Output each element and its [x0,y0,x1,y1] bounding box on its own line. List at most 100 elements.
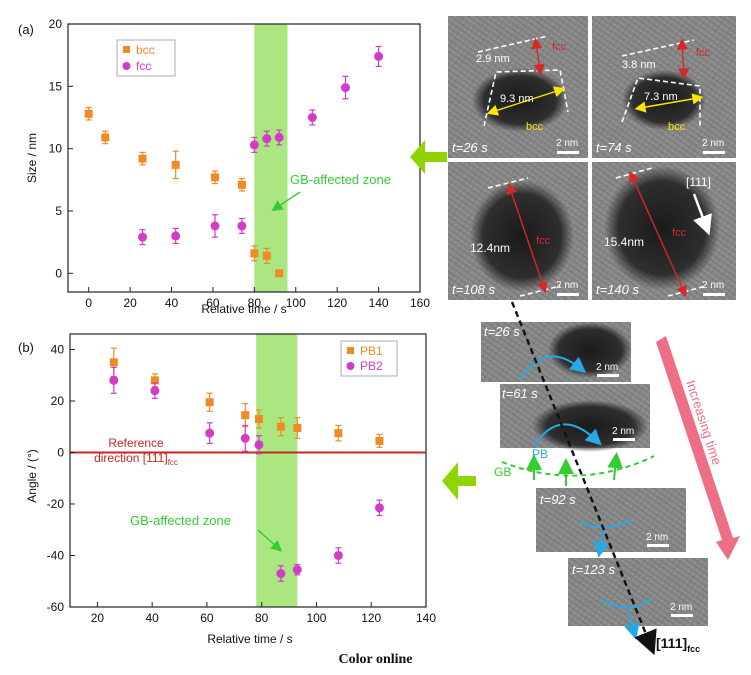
axis-ticks-a: 0 20 40 60 80 100 120 140 160 0 5 10 15 20 [49,17,431,310]
point-a-fcc-3 [237,221,247,231]
legend-label-pb1: PB1 [360,344,383,358]
axis-ticks-b: 20 40 60 80 100 120 140 -60 -40 -20 0 20 40 [47,342,437,625]
point-a-fcc-4 [249,140,259,150]
chart-b: (b) Reference direction [111]fcc 20 40 60 8… [18,333,437,646]
x-tick-label-b-40: 40 [145,611,159,625]
x-axis-label-a: Relative time / s [201,302,286,316]
micrograph-a-2-phase-top: fcc [696,47,711,59]
x-tick-label-a-20: 20 [123,296,137,310]
point-a-fcc-6 [274,132,284,142]
point-a-fcc-8 [340,83,350,93]
legend-marker-pb1 [347,347,354,354]
y-tick-label-a-5: 5 [55,204,62,218]
micrograph-a-2-width-top: 3.8 nm [622,59,656,71]
micrograph-a-4-direction: [111] [686,175,711,189]
x-tick-label-b-120: 120 [361,611,381,625]
point-a-fcc-1 [171,231,181,241]
point-a-bcc-1 [101,133,110,142]
gb-zone-pointer-b [257,529,283,552]
point-b-PB1-2 [205,398,214,407]
micrograph-a-1-time: t=26 s [452,140,488,155]
micrograph-b-2-scale: 2 nm [612,426,634,437]
direction-path-arrow [510,301,657,656]
panel-label-a: (a) [18,22,34,37]
x-tick-label-b-60: 60 [200,611,214,625]
x-tick-label-a-60: 60 [206,296,220,310]
y-tick-label-a-15: 15 [49,79,63,93]
point-b-PB1-0 [109,358,118,367]
gb-zone-label-a: GB-affected zone [290,172,391,187]
legend-marker-pb2 [346,362,355,370]
point-b-PB2-2 [205,428,215,438]
gb-curve [501,455,655,477]
point-b-PB1-8 [375,436,384,445]
point-b-PB1-4 [254,414,263,423]
y-tick-label-a-10: 10 [49,142,63,156]
y-tick-label-a-0: 0 [55,266,62,280]
legend-marker-fcc [122,62,131,70]
x-tick-label-a-0: 0 [85,296,92,310]
micrograph-a-4-scale: 2 nm [702,280,724,291]
gb-zone-a [254,24,288,292]
point-a-bcc-3 [171,160,180,169]
micrograph-b-4-scale: 2 nm [670,602,692,613]
micrograph-a-1-width-top: 2.9 nm [476,53,510,65]
micrograph-a-1-width-bcc: 9.3 nm [500,93,534,105]
point-a-bcc-6 [250,249,259,258]
y-axis-label-b: Angle / (°) [25,449,39,502]
micrograph-a-1-phase-bcc: bcc [526,121,544,133]
chart-a: (a) 0 20 40 60 80 100 120 140 160 0 5 10 15 20 Relati… [18,17,430,316]
point-b-PB2-6 [292,565,302,575]
y-tick-label-b--20: -20 [47,497,65,511]
point-b-PB2-4 [254,440,264,450]
micrographs-b: t=26 s 2 nm t=61 s 2 nm t=92 s 2 nm t=12… [481,301,740,656]
point-a-bcc-5 [237,180,246,189]
micrograph-a-1-scale: 2 nm [556,138,578,149]
increasing-time-arrow [656,336,740,560]
point-b-PB2-1 [150,386,160,396]
point-b-PB2-7 [333,550,343,560]
legend-label-fcc: fcc [136,59,151,73]
micrograph-b-2-time: t=61 s [502,386,538,401]
gb-zone-b [256,334,298,607]
micrograph-a-3: 12.4nm fcc t=108 s 2 nm [448,162,588,300]
y-tick-label-b--40: -40 [47,548,65,562]
micrograph-a-4-phase: fcc [672,227,687,239]
micrograph-b-2: t=61 s 2 nm [500,384,650,452]
x-tick-label-a-80: 80 [248,296,262,310]
micrograph-a-2-width-bcc: 7.3 nm [644,91,678,103]
direction-arrow-icon [692,193,712,236]
point-a-bcc-2 [138,154,147,163]
micrograph-b-3-scale: 2 nm [646,532,668,543]
plot-frame-a [67,23,421,293]
y-tick-label-b-20: 20 [51,394,65,408]
gb-label: GB [494,465,511,479]
micrograph-b-3-time: t=92 s [540,492,576,507]
micrograph-b-1: t=26 s 2 nm [481,322,632,382]
point-b-PB1-6 [293,424,302,433]
micrograph-a-3-phase: fcc [536,235,551,247]
micrograph-b-4: t=123 s 2 nm [568,558,708,640]
micrograph-a-1-phase-top: fcc [552,41,567,53]
point-a-bcc-8 [275,269,284,278]
micrograph-a-3-scale: 2 nm [556,280,578,291]
legend-a: bcc fcc [116,39,176,77]
x-tick-label-b-80: 80 [255,611,269,625]
data-marks-b [109,347,384,582]
green-arrow-a [410,140,447,174]
point-a-bcc-4 [211,173,220,182]
point-b-PB2-0 [109,375,119,385]
gb-zone-pointer-a [271,191,301,212]
point-b-PB2-8 [374,503,384,513]
micrographs-a: 2.9 nm fcc 9.3 nm bcc t=26 s 2 nm 3.8 nm… [448,16,736,300]
micrograph-a-3-time: t=108 s [452,282,496,297]
x-tick-label-b-100: 100 [306,611,326,625]
point-b-PB1-5 [276,422,285,431]
figure-caption: Color online [338,652,413,667]
point-a-bcc-0 [84,109,93,118]
reference-label: Reference [108,436,164,450]
legend-box-b [340,340,398,377]
data-marks-a [84,45,384,278]
point-a-fcc-9 [374,51,384,61]
